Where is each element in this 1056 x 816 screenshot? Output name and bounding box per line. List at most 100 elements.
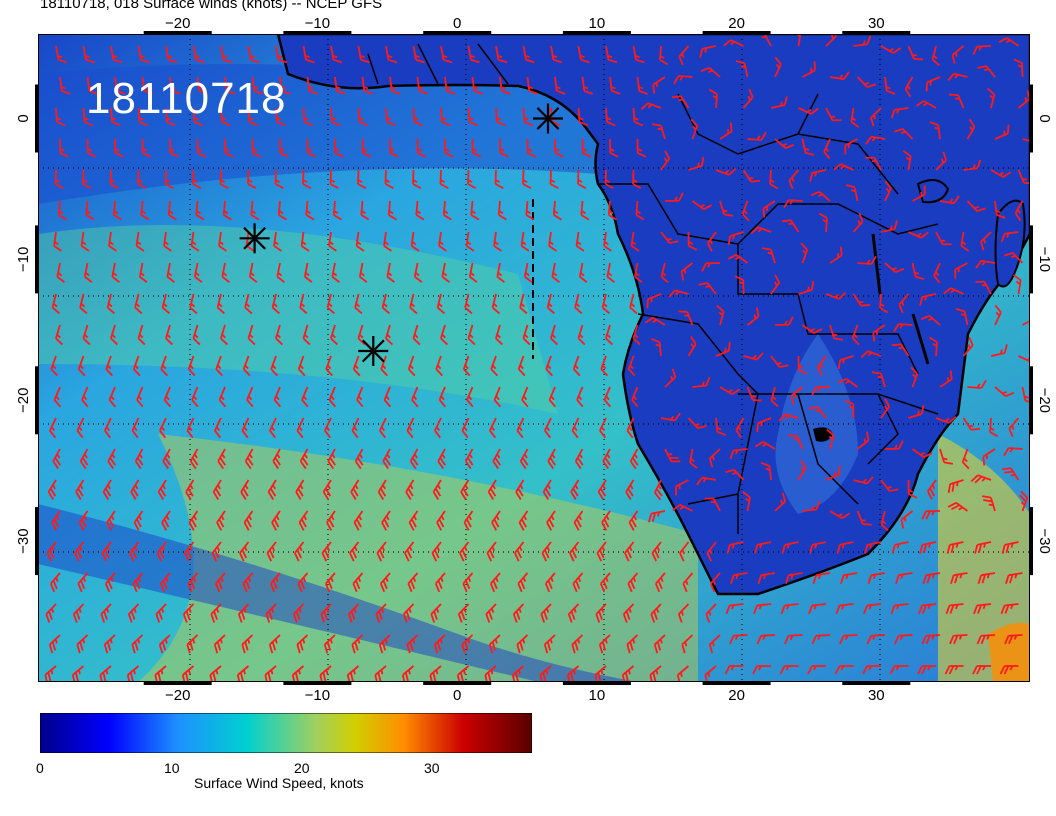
wind-barb [192, 45, 205, 64]
wind-barb [700, 66, 721, 78]
wind-barb [265, 603, 277, 623]
wind-barb [467, 45, 480, 64]
wind-barb [580, 200, 590, 221]
wind-barb [756, 634, 776, 645]
wind-barb [214, 572, 226, 593]
markers-layer [239, 103, 563, 366]
wind-barb [865, 135, 886, 145]
wind-barb [646, 293, 662, 309]
wind-barb [675, 479, 689, 496]
wind-barb [545, 355, 554, 377]
wind-barb [154, 665, 167, 682]
wind-barb [328, 386, 337, 408]
colorbar-title: Surface Wind Speed, knots [194, 775, 364, 791]
wind-barb [164, 169, 174, 190]
wind-barb [654, 479, 663, 501]
lon-label-bottom: −10 [305, 687, 330, 704]
wind-barb [801, 138, 815, 156]
wind-barb [917, 665, 936, 675]
wind-barb [361, 138, 372, 158]
wind-barb [184, 541, 195, 562]
wind-barb [746, 386, 762, 402]
wind-barb [354, 448, 364, 470]
wind-barb [699, 45, 717, 58]
wind-barb [809, 541, 827, 554]
wind-barb [893, 323, 913, 333]
wind-barb [543, 634, 556, 654]
lon-label-bottom: 10 [589, 687, 606, 704]
wind-barb [247, 107, 259, 127]
wind-barb [867, 572, 886, 584]
wind-barb [49, 417, 57, 439]
wind-barb [908, 231, 929, 239]
wind-barb [137, 107, 149, 127]
wind-barb [82, 324, 91, 346]
wind-barb [305, 200, 315, 221]
wind-barb [110, 107, 121, 127]
wind-barb [650, 338, 662, 357]
wind-barb [471, 76, 483, 95]
wind-barb [322, 479, 332, 500]
wind-barb [330, 107, 341, 127]
wind-barb [935, 415, 957, 424]
wind-barb [352, 572, 364, 593]
wind-barb [880, 510, 889, 532]
wind-barb [947, 72, 968, 81]
wind-barb [525, 200, 535, 221]
wind-barb [567, 603, 580, 623]
wind-barb [715, 341, 731, 357]
wind-barb [807, 665, 826, 675]
wind-barb [719, 200, 734, 217]
wind-barb [467, 169, 477, 190]
wind-barb [626, 417, 635, 439]
wind-barb [729, 448, 748, 460]
wind-barb [802, 61, 816, 78]
wind-barb [949, 634, 968, 645]
wind-barb [852, 212, 864, 233]
wind-barb [485, 603, 497, 623]
wind-barb [660, 412, 681, 422]
wind-barb [987, 87, 996, 109]
wind-barb [783, 199, 803, 209]
wind-barb [596, 541, 607, 562]
wind-barb [376, 541, 387, 562]
wind-barb [156, 541, 167, 562]
colorbar-tick-10: 10 [164, 760, 180, 776]
wind-barb [456, 665, 470, 682]
wind-barb [332, 200, 342, 221]
wind-barb [994, 386, 1015, 398]
lon-label-top: 20 [728, 15, 745, 32]
wind-map[interactable]: 18110718 [38, 34, 1030, 682]
wind-barb [409, 448, 419, 470]
wind-barb [415, 200, 425, 221]
wind-barb [294, 541, 305, 562]
wind-barb [432, 479, 442, 500]
wind-barb [224, 76, 236, 95]
wind-barb [185, 479, 195, 500]
wind-barb [781, 219, 800, 233]
wind-barb [664, 368, 677, 388]
wind-barb [575, 231, 585, 252]
wind-barb [605, 45, 618, 64]
wind-barb [441, 262, 450, 283]
wind-barb [86, 138, 97, 158]
wind-barb [302, 45, 315, 64]
lat-label-right: −20 [1036, 388, 1053, 413]
storm-marker-3 [358, 336, 389, 366]
wind-barb [627, 355, 636, 377]
wind-barb [221, 262, 230, 283]
wind-barb [709, 572, 721, 593]
wind-barb [267, 479, 277, 500]
wind-barb [328, 231, 337, 252]
wind-barb [320, 603, 332, 623]
wind-barb [1001, 541, 1019, 554]
wind-barb [521, 386, 529, 408]
wind-barb [629, 448, 639, 470]
wind-barb [774, 56, 782, 78]
wind-barb [411, 386, 419, 408]
wind-barb [465, 231, 475, 252]
wind-barb [990, 344, 1008, 357]
wind-barb [54, 169, 64, 190]
wind-barb [946, 541, 964, 554]
wind-barb [549, 169, 559, 190]
